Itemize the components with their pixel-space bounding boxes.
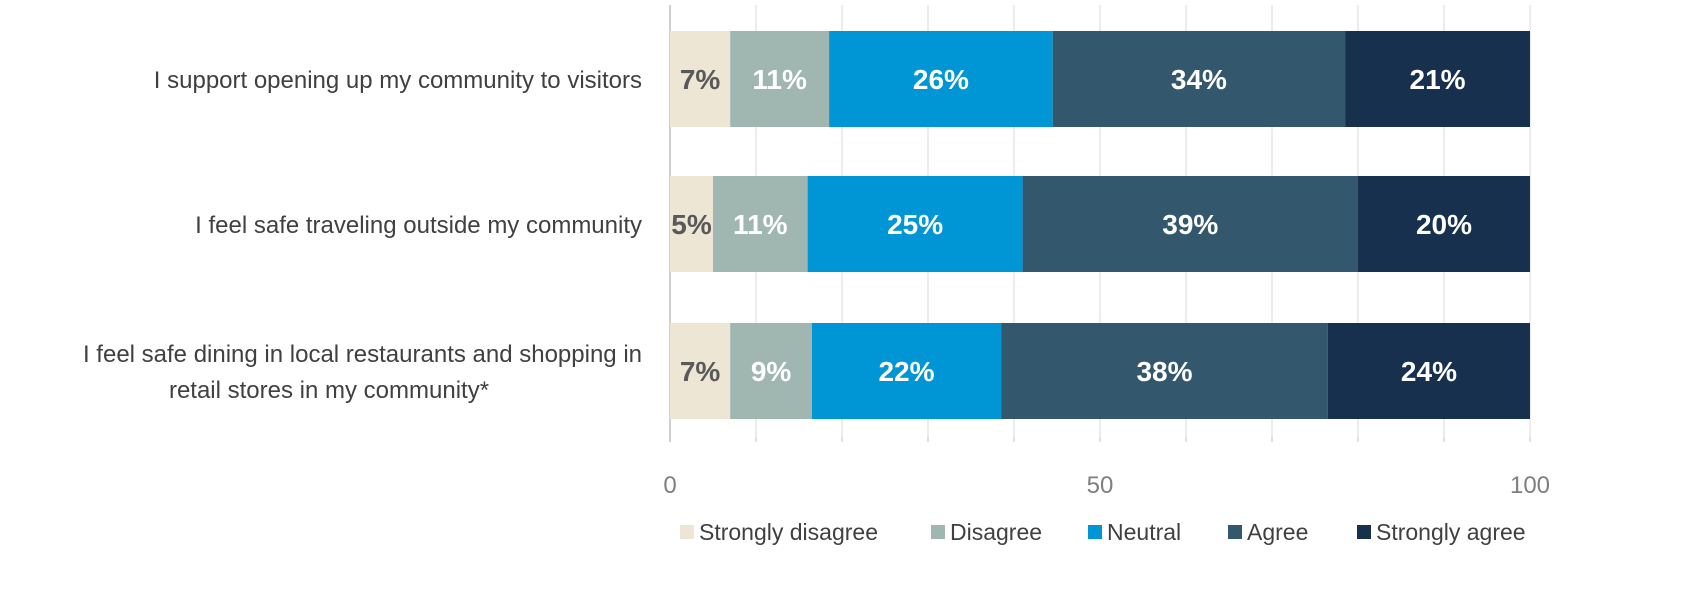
legend-swatch <box>1228 525 1242 539</box>
data-label: 25% <box>887 209 943 240</box>
data-label: 9% <box>751 356 792 387</box>
x-tick-label: 100 <box>1510 472 1550 499</box>
bar-segment <box>1345 31 1530 127</box>
bar-segment <box>1022 176 1358 272</box>
bar-segment <box>1001 323 1328 419</box>
data-label: 11% <box>733 209 788 240</box>
bar-segment <box>811 323 1002 419</box>
category-label: I support opening up my community to vis… <box>154 67 642 94</box>
bar-segment <box>670 31 731 127</box>
data-label: 7% <box>680 356 721 387</box>
category-label: I feel safe dining in local restaurants … <box>83 341 642 368</box>
data-label: 39% <box>1162 209 1218 240</box>
x-tick-label: 0 <box>663 472 676 499</box>
data-label: 7% <box>680 64 721 95</box>
bar-segment <box>1052 31 1346 127</box>
x-tick-label: 50 <box>1087 472 1114 499</box>
category-label: I feel safe traveling outside my communi… <box>195 212 642 239</box>
bar-segment <box>1327 323 1530 419</box>
data-label: 24% <box>1401 356 1457 387</box>
bar-segment <box>730 31 830 127</box>
legend-label: Neutral <box>1107 519 1181 545</box>
legend-swatch <box>1088 525 1102 539</box>
data-label: 20% <box>1416 209 1472 240</box>
data-label: 21% <box>1410 64 1466 95</box>
legend-swatch <box>680 525 694 539</box>
bar-segment <box>807 176 1023 272</box>
data-label: 22% <box>878 356 934 387</box>
legend-label: Strongly agree <box>1376 519 1526 545</box>
bar-segment <box>713 176 808 272</box>
data-label: 38% <box>1136 356 1192 387</box>
data-label: 26% <box>913 64 969 95</box>
legend-swatch <box>931 525 945 539</box>
data-label: 5% <box>671 209 712 240</box>
data-label: 34% <box>1171 64 1227 95</box>
data-label: 11% <box>752 64 807 95</box>
legend-label: Strongly disagree <box>699 519 878 545</box>
bar-segment <box>1358 176 1530 272</box>
bar-segment <box>670 323 731 419</box>
bar-segment <box>829 31 1053 127</box>
legend-swatch <box>1357 525 1371 539</box>
legend-label: Agree <box>1247 519 1308 545</box>
legend-label: Disagree <box>950 519 1042 545</box>
bar-segment <box>730 323 812 419</box>
category-label: retail stores in my community* <box>169 377 489 404</box>
bar-segment <box>670 176 713 272</box>
